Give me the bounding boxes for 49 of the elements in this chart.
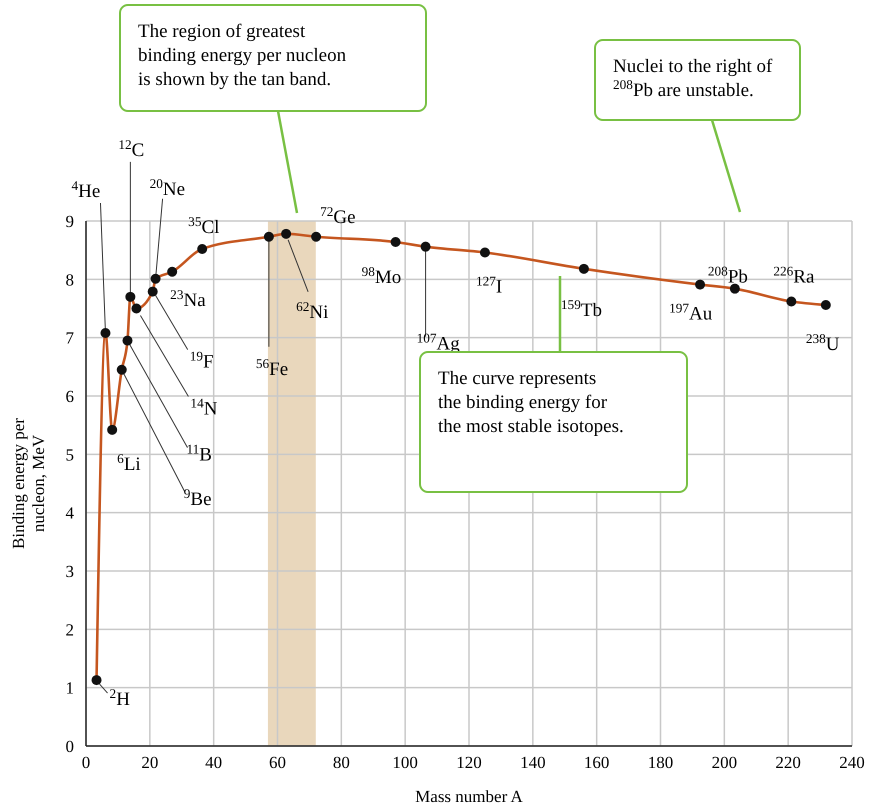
annotation: $^{226}$Ra bbox=[773, 263, 815, 288]
x-tick-label: 220 bbox=[775, 753, 801, 772]
y-tick-label: 8 bbox=[66, 270, 74, 290]
x-tick-label: 0 bbox=[82, 753, 90, 772]
annotation: $^{2}$H bbox=[110, 686, 130, 710]
annotation: The curve represents the binding energy for the most stable isotopes. bbox=[438, 368, 624, 437]
y-tick-label: 1 bbox=[66, 678, 74, 698]
x-tick-label: 40 bbox=[205, 753, 222, 772]
annotation: $^{62}$Ni bbox=[296, 298, 328, 323]
y-tick-label: 4 bbox=[66, 504, 74, 523]
x-tick-label: 60 bbox=[269, 753, 286, 772]
x-tick-label: 80 bbox=[332, 753, 350, 772]
annotation: $^{4}$He bbox=[71, 178, 100, 202]
y-tick-label: 2 bbox=[66, 620, 74, 640]
annotation: $^{35}$Cl bbox=[188, 214, 220, 238]
y-tick-label: 6 bbox=[66, 387, 74, 406]
x-tick-label: 140 bbox=[520, 753, 546, 772]
annotation: $^{72}$Ge bbox=[320, 203, 356, 228]
y-tick-label: 5 bbox=[66, 445, 74, 464]
x-tick-label: 20 bbox=[141, 753, 158, 772]
x-tick-label: 200 bbox=[712, 753, 738, 772]
annotation: $^{12}$C bbox=[118, 136, 144, 161]
y-tick-label: 3 bbox=[66, 562, 74, 581]
x-axis-title: Mass number A bbox=[415, 787, 524, 806]
y-tick-label: 7 bbox=[66, 328, 74, 348]
y-axis-title: Binding energy per nucleon, MeV bbox=[9, 418, 48, 549]
annotation: $^{14}$N bbox=[190, 395, 218, 420]
x-tick-label: 120 bbox=[456, 753, 482, 772]
x-tick-label: 240 bbox=[839, 753, 865, 772]
x-tick-label: 180 bbox=[648, 753, 674, 772]
x-tick-label: 100 bbox=[392, 753, 418, 772]
annotation: $^{98}$Mo bbox=[362, 264, 402, 288]
x-tick-label: 160 bbox=[584, 753, 610, 772]
annotation: $^{6}$Li bbox=[117, 450, 141, 475]
annotation: $^{9}$Be bbox=[184, 485, 212, 510]
annotation: $^{19}$F bbox=[190, 348, 214, 373]
annotation: $^{208}$Pb bbox=[708, 263, 748, 288]
annotation: $^{20}$Ne bbox=[150, 175, 186, 200]
y-tick-label: 0 bbox=[66, 737, 74, 756]
annotation: $^{23}$Na bbox=[170, 286, 206, 311]
annotation: $^{238}$U bbox=[806, 330, 840, 355]
annotation: $^{197}$Au bbox=[669, 300, 713, 325]
y-tick-label: 9 bbox=[66, 212, 74, 231]
annotation: $^{56}$Fe bbox=[256, 355, 288, 380]
annotation: $^{11}$B bbox=[186, 441, 212, 466]
text: The region of greatest binding energy per nucleon is shown by the tan band. bbox=[138, 21, 347, 90]
text: Nuclei to the right of $^{208}$Pb are unstable. bbox=[613, 56, 774, 101]
annotation: $^{159}$Tb bbox=[560, 296, 602, 321]
annotation: $^{127}$I bbox=[476, 273, 502, 298]
